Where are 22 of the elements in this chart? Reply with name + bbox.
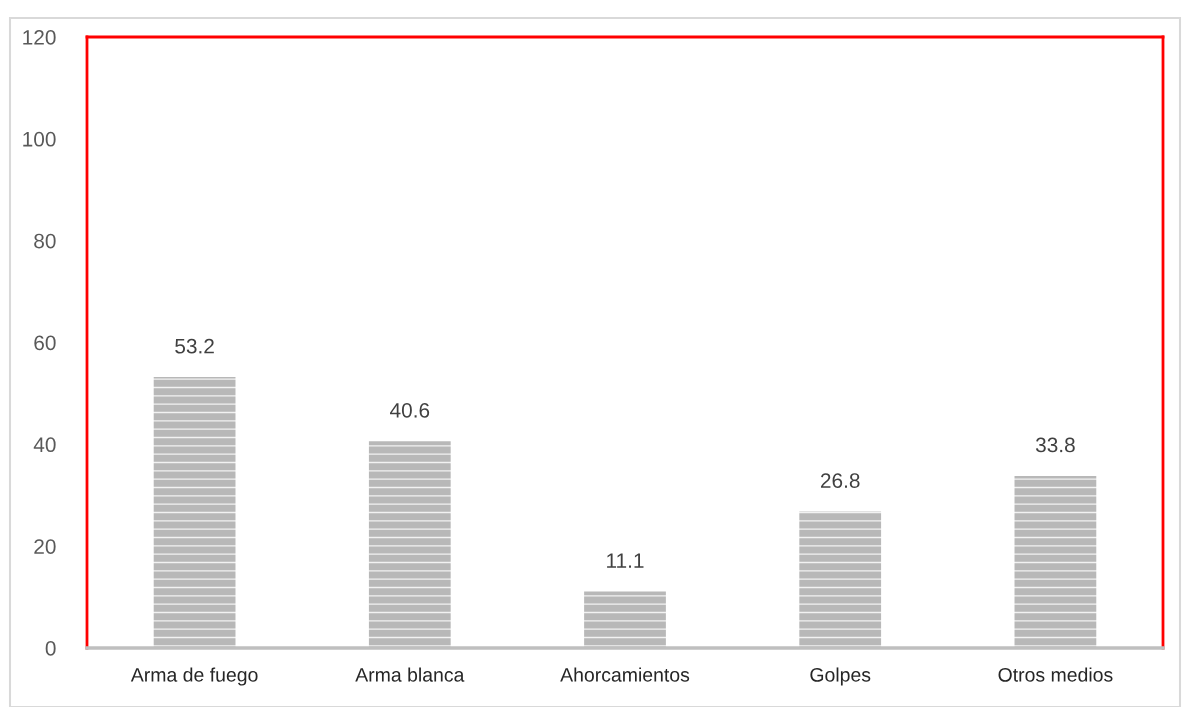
x-tick-label: Otros medios [998,667,1113,682]
bar [368,441,451,648]
y-tick-label: 80 [34,233,56,249]
bar [799,511,882,648]
bar [584,591,666,648]
x-tick-label: Golpes [810,667,871,686]
x-tick-label: Arma de fuego [130,667,258,686]
data-label: 26.8 [820,473,860,488]
y-tick-label: 40 [33,437,56,453]
data-label: 33.8 [1035,437,1075,453]
bar [1014,475,1097,648]
y-tick-label: 120 [23,30,56,45]
y-tick-label: 100 [23,131,56,147]
y-tick-label: 0 [45,641,56,656]
x-tick-label: Ahorcamientos [560,667,690,682]
x-tick-label: Arma blanca [355,667,465,682]
bar [153,377,236,648]
data-label: 40.6 [390,402,430,418]
data-label: 11.1 [607,553,644,568]
data-label: 53.2 [175,338,214,354]
y-tick-label: 20 [34,539,56,554]
y-tick-label: 60 [34,335,56,351]
